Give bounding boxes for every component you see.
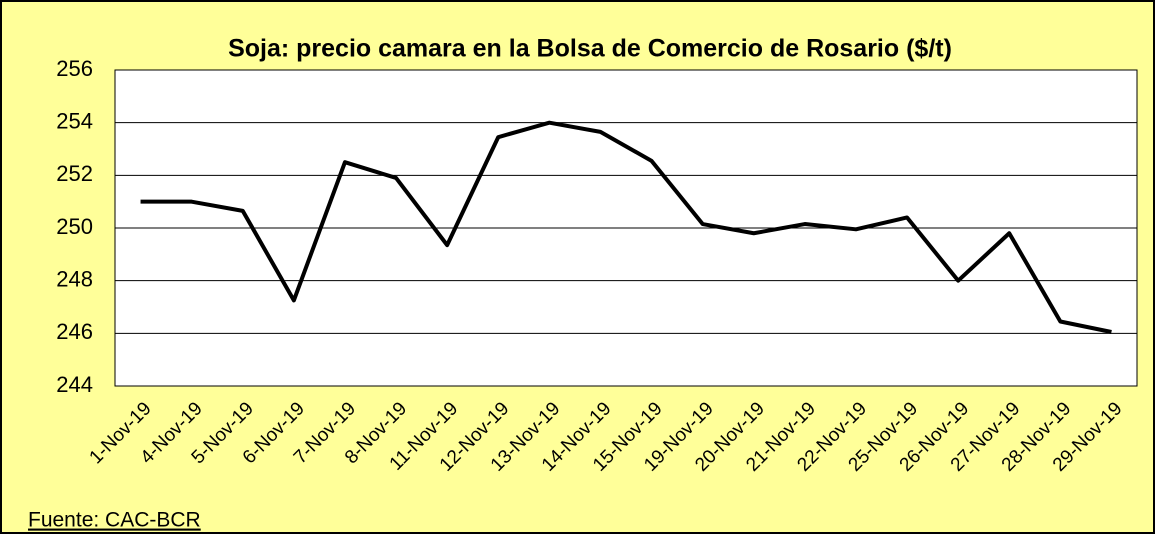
y-tick-label: 248 bbox=[56, 266, 93, 291]
chart-title: Soja: precio camara en la Bolsa de Comer… bbox=[228, 35, 952, 63]
y-tick-label: 246 bbox=[56, 319, 93, 344]
plot-border bbox=[114, 69, 1138, 387]
y-tick-label: 254 bbox=[56, 108, 93, 133]
data-line bbox=[140, 120, 1112, 334]
y-tick-label: 250 bbox=[56, 214, 93, 239]
y-tick-label: 256 bbox=[56, 56, 93, 81]
y-tick-label: 252 bbox=[56, 161, 93, 186]
y-tick-label: 244 bbox=[56, 372, 93, 397]
source-note: Fuente: CAC-BCR bbox=[28, 509, 201, 532]
